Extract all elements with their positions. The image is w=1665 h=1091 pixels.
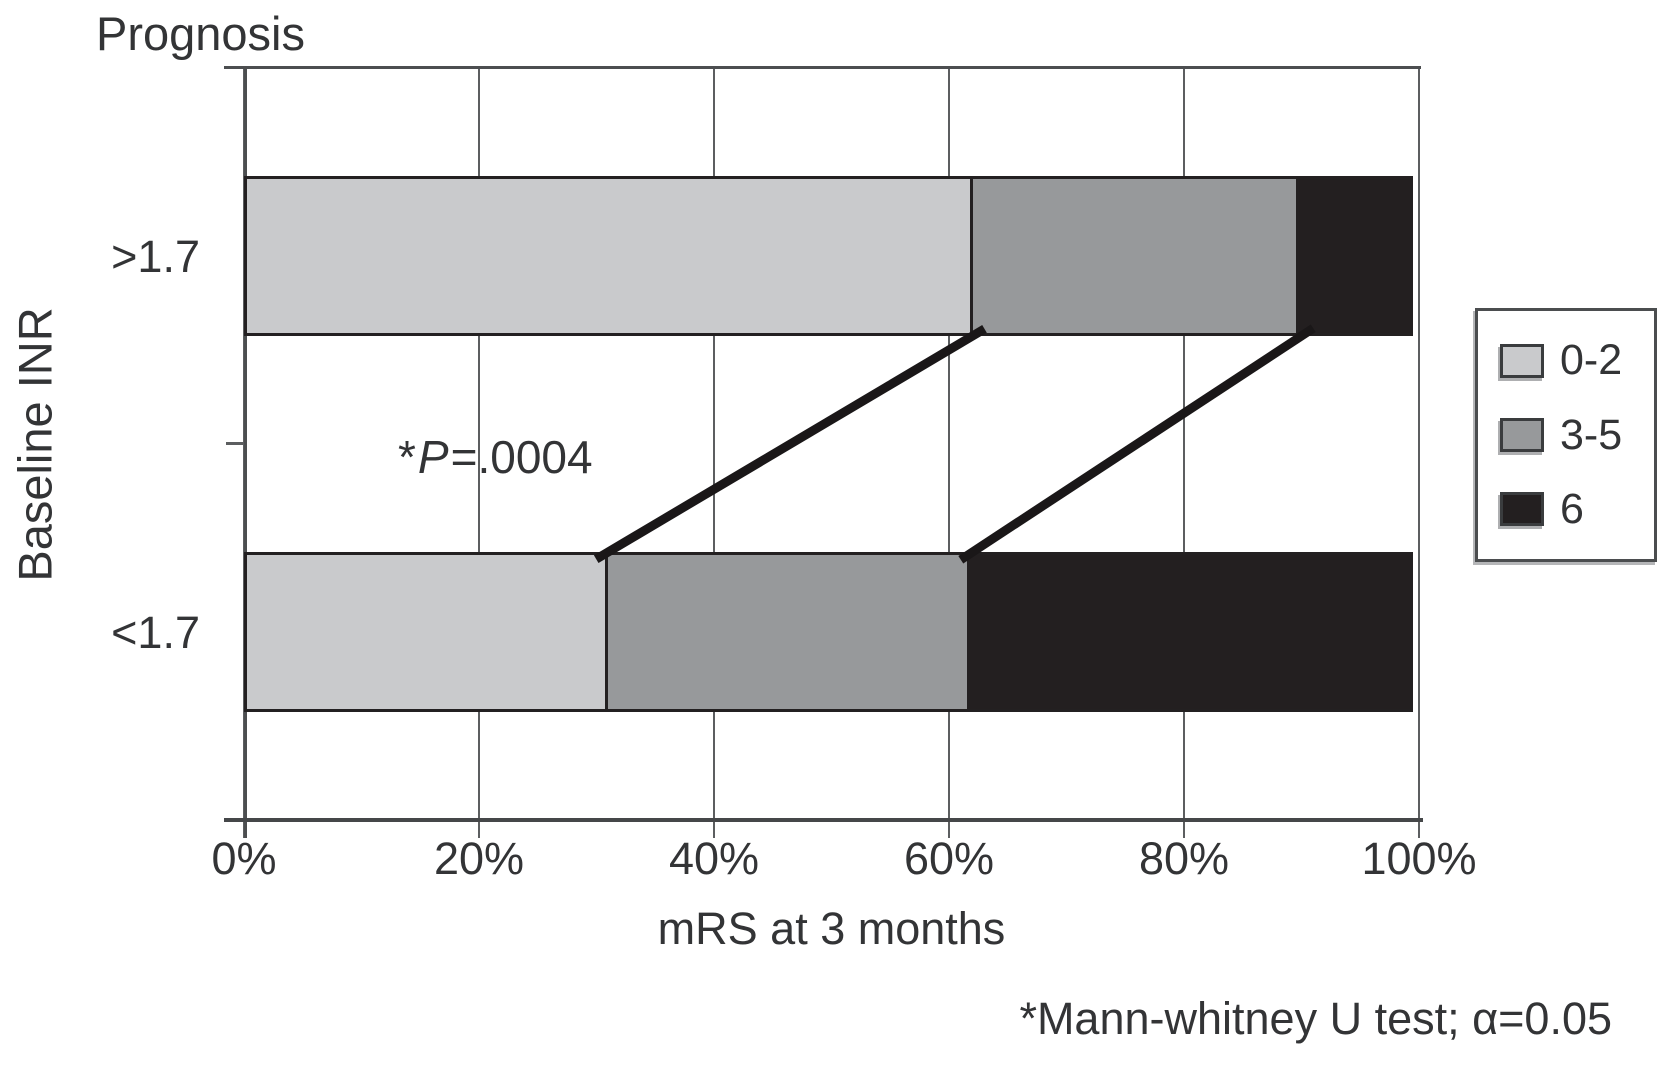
x-tick-60%: 60% bbox=[903, 833, 995, 884]
legend-item-6: 6 bbox=[1500, 485, 1654, 534]
segment->1.7-0-2 bbox=[244, 176, 973, 336]
x-tick-40%: 40% bbox=[668, 833, 760, 884]
x-tick-100%: 100% bbox=[1361, 833, 1477, 884]
p-value-star: * bbox=[398, 431, 416, 483]
legend-swatch-6 bbox=[1500, 492, 1544, 527]
category-label-lt17: <1.7 bbox=[111, 607, 200, 658]
p-value-annotation: *P=.0004 bbox=[398, 430, 593, 484]
legend-swatch-3-5 bbox=[1500, 418, 1544, 452]
x-tick-80%: 80% bbox=[1138, 833, 1230, 884]
footnote: *Mann-whitney U test; α=0.05 bbox=[1019, 993, 1612, 1044]
x-axis-label: mRS at 3 months bbox=[657, 903, 1006, 954]
segment-<1.7-6 bbox=[966, 552, 1413, 712]
segment-<1.7-0-2 bbox=[244, 552, 609, 712]
y-axis-label: Baseline INR bbox=[8, 307, 62, 582]
segment->1.7-3-5 bbox=[969, 176, 1299, 336]
stacked-bar-lt17 bbox=[244, 552, 1419, 712]
gridline-100% bbox=[1418, 68, 1420, 838]
p-value-number: =.0004 bbox=[450, 431, 593, 483]
legend-item-0-2: 0-2 bbox=[1500, 336, 1654, 385]
category-label-gt17: >1.7 bbox=[111, 231, 200, 282]
x-tick-0%: 0% bbox=[211, 833, 277, 884]
plot-area bbox=[224, 66, 1423, 838]
legend-label: 6 bbox=[1560, 484, 1584, 533]
legend-box: 0-2 3-5 6 bbox=[1475, 308, 1657, 562]
stacked-bar-gt17 bbox=[244, 176, 1419, 336]
connector-line-1 bbox=[593, 325, 987, 563]
y-axis-mid-tick bbox=[226, 442, 244, 445]
legend-item-3-5: 3-5 bbox=[1500, 411, 1654, 460]
y-axis-line bbox=[244, 68, 247, 838]
p-value-symbol: P bbox=[417, 431, 449, 483]
x-axis-tick-labels: 0% 20% 40% 60% 80% 100% bbox=[211, 833, 1476, 893]
chart-title: Prognosis bbox=[96, 7, 305, 60]
x-tick-20%: 20% bbox=[433, 833, 525, 884]
segment->1.7-6 bbox=[1295, 176, 1413, 336]
connector-line-2 bbox=[958, 324, 1316, 564]
gridline-20% bbox=[478, 68, 480, 838]
legend-label: 3-5 bbox=[1560, 410, 1623, 459]
legend-label: 0-2 bbox=[1560, 336, 1623, 385]
legend-swatch-0-2 bbox=[1500, 343, 1544, 378]
plot-top-frame bbox=[224, 66, 1421, 69]
segment-<1.7-3-5 bbox=[605, 552, 970, 712]
x-axis-line bbox=[224, 818, 1423, 822]
